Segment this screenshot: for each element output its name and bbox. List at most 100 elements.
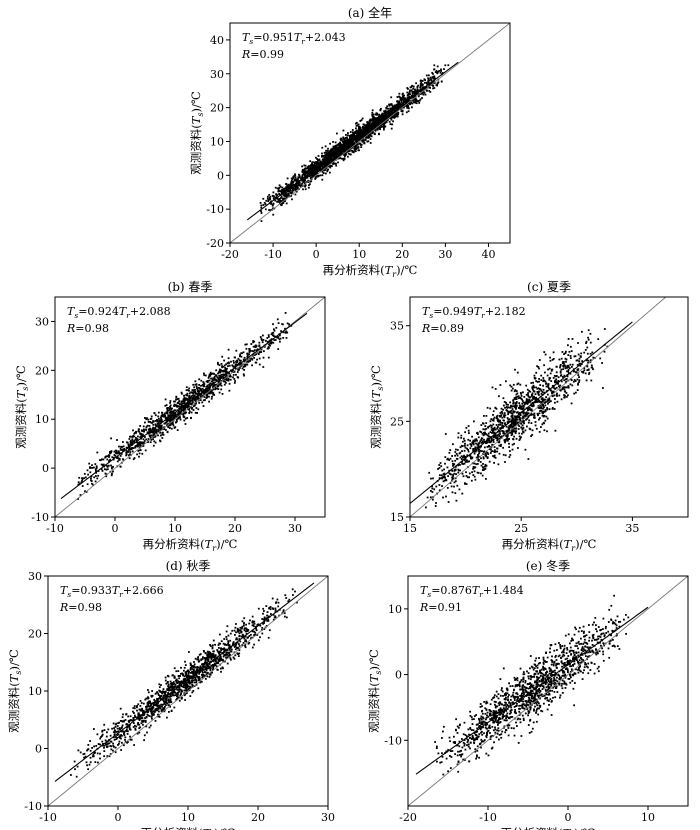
scatter-point	[504, 406, 506, 409]
scatter-point	[549, 389, 552, 392]
scatter-point	[331, 153, 334, 156]
scatter-point	[184, 405, 187, 408]
scatter-point	[196, 393, 199, 395]
scatter-point	[432, 81, 435, 83]
scatter-point	[260, 212, 263, 214]
scatter-point	[342, 150, 345, 152]
scatter-point	[292, 175, 295, 178]
scatter-point	[414, 100, 417, 103]
scatter-point	[485, 451, 488, 453]
scatter-point	[489, 424, 492, 427]
scatter-point	[178, 412, 181, 415]
scatter-point	[279, 337, 282, 340]
scatter-point	[535, 371, 538, 374]
scatter-point	[385, 118, 388, 120]
scatter-point	[111, 472, 113, 475]
scatter-point	[498, 435, 501, 437]
scatter-point	[100, 459, 102, 462]
scatter-point	[140, 434, 142, 436]
scatter-point	[118, 445, 120, 448]
scatter-point	[409, 89, 411, 92]
scatter-point	[130, 435, 132, 438]
scatter-point	[198, 402, 201, 404]
scatter-point	[533, 412, 536, 415]
scatter-point	[351, 134, 354, 136]
scatter-point	[113, 450, 116, 453]
scatter-point	[506, 421, 509, 423]
scatter-point	[269, 198, 272, 200]
scatter-point	[464, 483, 466, 485]
scatter-point	[337, 147, 339, 150]
scatter-point	[334, 151, 337, 154]
scatter-point	[451, 455, 453, 457]
scatter-point	[518, 415, 521, 418]
scatter-point	[560, 368, 563, 371]
regression-equation: Ts=0.951Tr+2.043	[242, 31, 346, 46]
scatter-point	[324, 172, 327, 175]
scatter-point	[355, 122, 357, 125]
scatter-point	[213, 394, 216, 396]
scatter-point	[306, 176, 309, 179]
scatter-point	[387, 119, 389, 121]
scatter-point	[285, 330, 288, 333]
scatter-point	[358, 142, 361, 145]
scatter-point	[144, 417, 146, 419]
scatter-point	[208, 387, 210, 389]
scatter-point	[406, 97, 409, 100]
scatter-point	[587, 336, 589, 339]
y-tick-label: 20	[35, 364, 49, 377]
scatter-point	[108, 456, 110, 458]
scatter-point	[547, 383, 550, 385]
scatter-point	[330, 164, 332, 167]
scatter-point	[153, 433, 156, 435]
scatter-point	[481, 432, 484, 435]
scatter-point	[263, 201, 266, 204]
scatter-point	[311, 162, 313, 165]
scatter-point	[430, 79, 433, 82]
scatter-point	[540, 406, 543, 409]
scatter-points	[259, 64, 450, 222]
scatter-point	[262, 339, 265, 341]
scatter-point	[95, 471, 98, 474]
scatter-point	[243, 369, 245, 371]
scatter-point	[207, 377, 210, 379]
scatter-point	[327, 161, 330, 163]
scatter-point	[457, 471, 460, 474]
scatter-point	[492, 455, 494, 457]
scatter-point	[340, 153, 343, 155]
scatter-point	[511, 448, 514, 451]
scatter-point	[514, 430, 516, 433]
scatter-point	[178, 402, 181, 405]
scatter-point	[306, 166, 309, 168]
scatter-point	[125, 446, 128, 449]
scatter-point	[116, 457, 118, 459]
scatter-point	[454, 468, 457, 471]
scatter-point	[569, 357, 572, 359]
scatter-point	[554, 398, 556, 400]
scatter-point	[474, 478, 477, 481]
scatter-point	[398, 100, 400, 103]
scatter-point	[489, 420, 492, 423]
scatter-point	[109, 458, 111, 461]
scatter-point	[462, 463, 464, 465]
scatter-point	[589, 332, 592, 335]
scatter-point	[480, 441, 483, 444]
scatter-point	[486, 441, 489, 444]
scatter-point	[388, 115, 391, 117]
scatter-point	[242, 358, 245, 361]
scatter-point	[192, 405, 195, 407]
scatter-point	[477, 450, 480, 452]
scatter-point	[494, 434, 497, 436]
scatter-point	[479, 440, 482, 443]
scatter-point	[426, 82, 428, 85]
scatter-point	[152, 420, 155, 423]
scatter-point	[357, 129, 360, 132]
scatter-point	[90, 480, 93, 482]
scatter-point	[156, 420, 158, 423]
scatter-point	[467, 449, 469, 451]
equation-part: T	[67, 305, 76, 318]
scatter-point	[154, 434, 157, 437]
scatter-point	[341, 157, 344, 160]
scatter-point	[455, 448, 457, 451]
scatter-point	[386, 113, 389, 115]
